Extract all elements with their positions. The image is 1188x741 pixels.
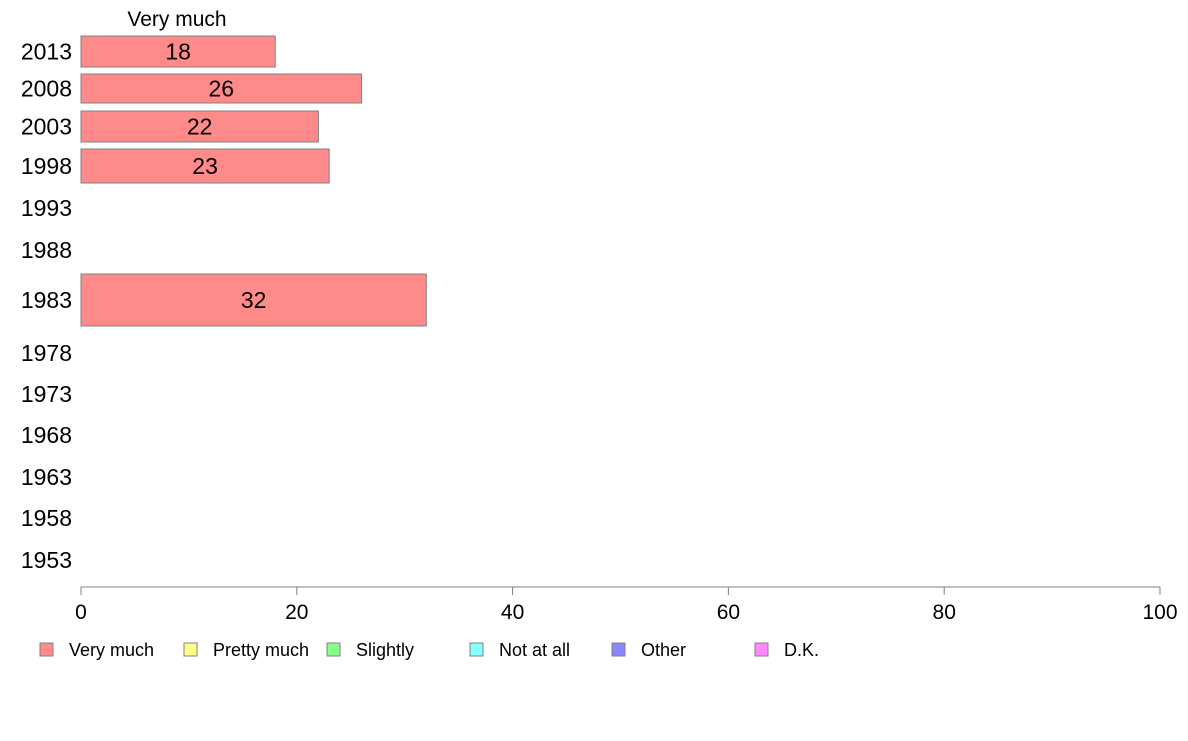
bar — [80, 73, 363, 104]
legend-label: Not at all — [499, 640, 570, 660]
year-label: 1953 — [21, 547, 72, 573]
year-label: 1973 — [21, 381, 72, 407]
bar — [80, 273, 427, 327]
legend-label: Other — [641, 640, 686, 660]
x-tick-label: 100 — [1142, 601, 1177, 624]
legend-label: D.K. — [784, 640, 819, 660]
bars — [80, 35, 427, 327]
x-tick-label: 40 — [501, 601, 524, 624]
x-tick-label: 80 — [933, 601, 956, 624]
year-label: 2013 — [21, 39, 72, 65]
year-labels: 2013 2008 2003 1998 1993 1988 1983 1978 1973 1968… — [21, 39, 72, 574]
legend-swatch — [326, 642, 341, 657]
bar — [80, 148, 330, 184]
data-label: 32 — [241, 287, 267, 313]
legend-swatch — [183, 642, 198, 657]
legend-label: Pretty much — [213, 640, 309, 660]
year-label: 1978 — [21, 340, 72, 366]
year-label: 2003 — [21, 114, 72, 140]
year-label: 1958 — [21, 505, 72, 531]
x-tick-label: 60 — [717, 601, 740, 624]
year-label: 1983 — [21, 287, 72, 313]
year-label: 1988 — [21, 237, 72, 263]
legend-swatch — [611, 642, 626, 657]
x-tick-label: 20 — [285, 601, 308, 624]
legend-swatch — [39, 642, 54, 657]
series-header: Very much — [127, 8, 226, 31]
year-label: 1963 — [21, 464, 72, 490]
year-label: 1968 — [21, 422, 72, 448]
x-tick-label: 0 — [75, 601, 87, 624]
legend-swatch — [754, 642, 769, 657]
bar — [80, 110, 319, 143]
data-label: 18 — [165, 39, 191, 65]
legend-label: Slightly — [356, 640, 414, 660]
x-axis: 0 20 40 60 80 100 — [75, 586, 1178, 624]
bar — [80, 35, 276, 68]
bar-labels: 18 26 22 23 32 — [165, 39, 266, 314]
legend-swatch — [469, 642, 484, 657]
legend-label: Very much — [69, 640, 154, 660]
legend: Very much Pretty much Slightly Not at all Ot… — [39, 640, 819, 660]
year-label: 2008 — [21, 76, 72, 102]
year-label: 1998 — [21, 153, 72, 179]
data-label: 22 — [187, 114, 213, 140]
data-label: 23 — [192, 153, 218, 179]
year-label: 1993 — [21, 195, 72, 221]
data-label: 26 — [208, 76, 234, 102]
